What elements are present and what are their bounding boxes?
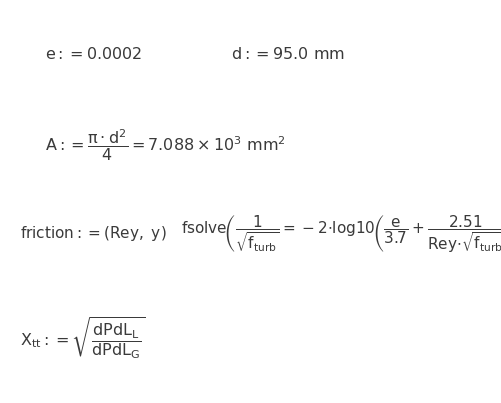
- Text: $\mathsf{X_{tt}} \mathsf{:=} \sqrt{\dfrac{\mathsf{dPdL_L}}{\mathsf{dPdL_G}}}$: $\mathsf{X_{tt}} \mathsf{:=} \sqrt{\dfra…: [20, 316, 145, 361]
- Text: $\mathsf{friction} \mathsf{:=} \mathsf{(Rey,\ y)}$: $\mathsf{friction} \mathsf{:=} \mathsf{(…: [20, 224, 166, 243]
- Text: $\mathsf{e} \mathsf{:=} \mathsf{0.0002}$: $\mathsf{e} \mathsf{:=} \mathsf{0.0002}$: [45, 46, 142, 62]
- Text: $\mathsf{fsolve}\!\left(\dfrac{\mathsf{1}}{\sqrt{\mathsf{f_{turb}}}} \mathsf{=-2: $\mathsf{fsolve}\!\left(\dfrac{\mathsf{1…: [180, 213, 501, 254]
- Text: $\mathsf{A} \mathsf{:=} \dfrac{\mathsf{\pi \cdot d^2}}{\mathsf{4}} \mathsf{= 7.0: $\mathsf{A} \mathsf{:=} \dfrac{\mathsf{\…: [45, 127, 286, 163]
- Text: $\mathsf{d} \mathsf{:=} \mathsf{95.0\ mm}$: $\mathsf{d} \mathsf{:=} \mathsf{95.0\ mm…: [230, 46, 344, 62]
